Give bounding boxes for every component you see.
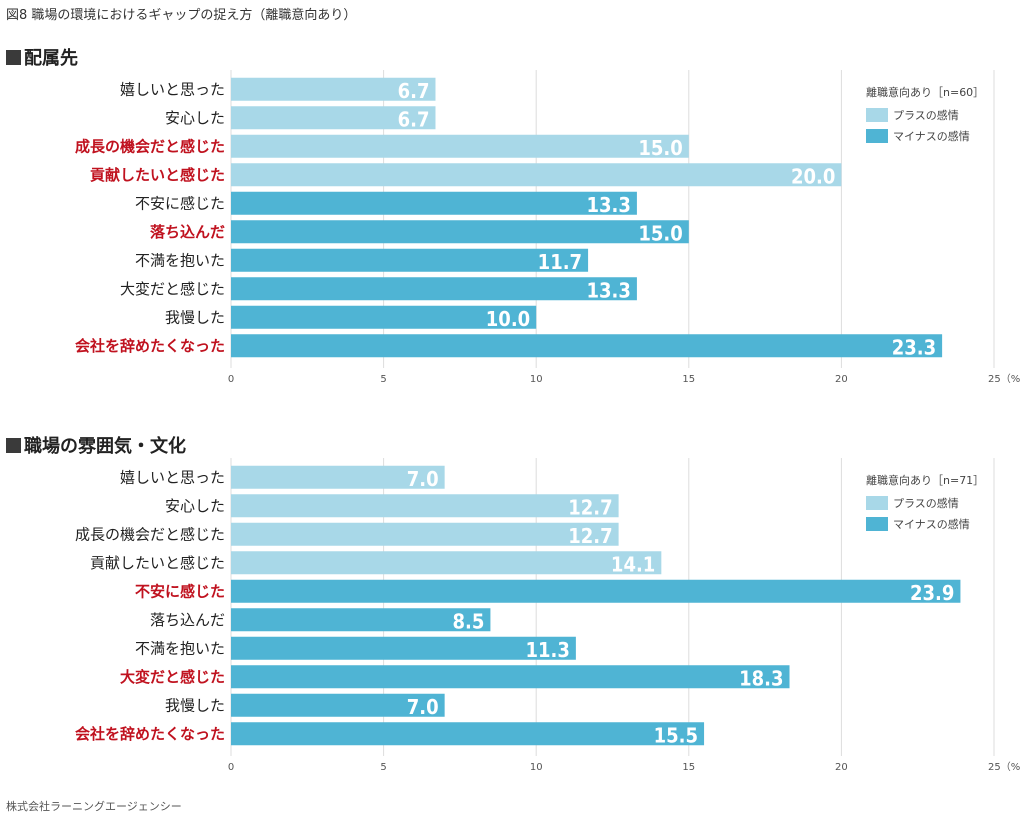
bar: [231, 334, 943, 358]
bar: [231, 305, 537, 329]
bar-value-label: 23.3: [892, 335, 936, 359]
category-label: 成長の機会だと感じた: [75, 525, 225, 543]
legend-swatch: [866, 108, 888, 122]
legend-swatch: [866, 129, 888, 143]
bar-value-label: 10.0: [486, 307, 530, 331]
bar-value-label: 15.0: [638, 221, 682, 245]
footer-credit: 株式会社ラーニングエージェンシー: [6, 800, 182, 813]
section-title-text: 職場の雰囲気・文化: [24, 436, 186, 457]
x-tick-label: 15: [682, 374, 695, 385]
bar-value-label: 6.7: [398, 79, 430, 103]
category-label: 我慢した: [165, 308, 225, 326]
bar-value-label: 13.3: [587, 278, 631, 302]
category-label: 会社を辞めたくなった: [75, 337, 225, 355]
x-tick-label: 5: [380, 374, 386, 385]
bar: [231, 551, 662, 575]
legend-swatch: [866, 517, 888, 531]
bar: [231, 220, 689, 244]
legend-label: マイナスの感情: [893, 518, 970, 531]
bar-value-label: 7.0: [407, 695, 439, 719]
bar-value-label: 11.3: [525, 638, 569, 662]
legend-label: プラスの感情: [893, 497, 959, 510]
bar: [231, 636, 576, 660]
category-label: 不安に感じた: [135, 194, 225, 212]
category-label: 大変だと感じた: [120, 280, 225, 298]
x-tick-label: 0: [228, 374, 234, 385]
section-title-text: 配属先: [24, 48, 78, 69]
chart-fuinki: 0 5 10 15 20 25（%） 7.0 嬉しいと思った 12.7 安心した 12.7 成長の機会…: [75, 458, 1020, 773]
legend-label: マイナスの感情: [893, 130, 970, 143]
bar: [231, 191, 637, 215]
bar: [231, 494, 619, 518]
bar-value-label: 14.1: [611, 552, 655, 576]
chart-haizoku: 0 5 10 15 20 25（%） 6.7 嬉しいと思った 6.7 安心した 15.0 成長の機会だ…: [75, 70, 1020, 385]
category-label: 我慢した: [165, 696, 225, 714]
bar-value-label: 15.0: [638, 136, 682, 160]
section-square-icon: [6, 49, 21, 65]
x-tick-label: 5: [380, 762, 386, 773]
category-label: 安心した: [165, 497, 225, 515]
legend-title: 離職意向あり［n=60］: [866, 85, 984, 99]
bar-value-label: 18.3: [739, 666, 783, 690]
legend-swatch: [866, 496, 888, 510]
section-title-fuinki: 職場の雰囲気・文化: [6, 432, 186, 458]
figure-title: 図8 職場の環境におけるギャップの捉え方（離職意向あり）: [6, 8, 357, 23]
bar: [231, 465, 445, 489]
bar-value-label: 20.0: [791, 164, 835, 188]
bar: [231, 106, 436, 130]
bar-value-label: 13.3: [587, 193, 631, 217]
bar-value-label: 12.7: [568, 524, 612, 548]
x-tick-label: 0: [228, 762, 234, 773]
bar-value-label: 8.5: [453, 609, 485, 633]
bar: [231, 277, 637, 301]
category-label: 貢献したいと感じた: [90, 166, 225, 184]
category-label: 成長の機会だと感じた: [75, 137, 225, 155]
bar: [231, 693, 445, 717]
bar-value-label: 7.0: [407, 467, 439, 491]
legend-title: 離職意向あり［n=71］: [866, 473, 984, 487]
category-label: 不安に感じた: [135, 582, 225, 600]
bar-value-label: 23.9: [910, 581, 954, 605]
section-title-haizoku: 配属先: [6, 44, 78, 70]
x-tick-label: 20: [835, 374, 848, 385]
category-label: 嬉しいと思った: [120, 80, 225, 98]
category-label: 不満を抱いた: [135, 639, 225, 657]
category-label: 大変だと感じた: [120, 668, 225, 686]
bar: [231, 579, 961, 603]
x-tick-label: 15: [682, 762, 695, 773]
category-label: 会社を辞めたくなった: [75, 725, 225, 743]
category-label: 落ち込んだ: [150, 611, 225, 629]
bar: [231, 665, 790, 689]
bar-value-label: 15.5: [654, 723, 698, 747]
bar: [231, 163, 842, 187]
x-tick-label: 20: [835, 762, 848, 773]
bar: [231, 722, 705, 746]
category-label: 安心した: [165, 109, 225, 127]
category-label: 落ち込んだ: [150, 223, 225, 241]
bar: [231, 248, 589, 272]
bar: [231, 608, 491, 632]
bar-value-label: 11.7: [538, 250, 582, 274]
x-tick-label: 10: [530, 762, 543, 773]
x-axis-unit-label: 25（%）: [988, 373, 1020, 385]
category-label: 嬉しいと思った: [120, 468, 225, 486]
bar: [231, 134, 689, 158]
x-tick-label: 10: [530, 374, 543, 385]
section-square-icon: [6, 437, 21, 453]
x-axis-unit-label: 25（%）: [988, 761, 1020, 773]
bar: [231, 77, 436, 101]
bar: [231, 522, 619, 546]
bar-value-label: 6.7: [398, 107, 430, 131]
legend-label: プラスの感情: [893, 109, 959, 122]
bar-value-label: 12.7: [568, 495, 612, 519]
category-label: 不満を抱いた: [135, 251, 225, 269]
category-label: 貢献したいと感じた: [90, 554, 225, 572]
